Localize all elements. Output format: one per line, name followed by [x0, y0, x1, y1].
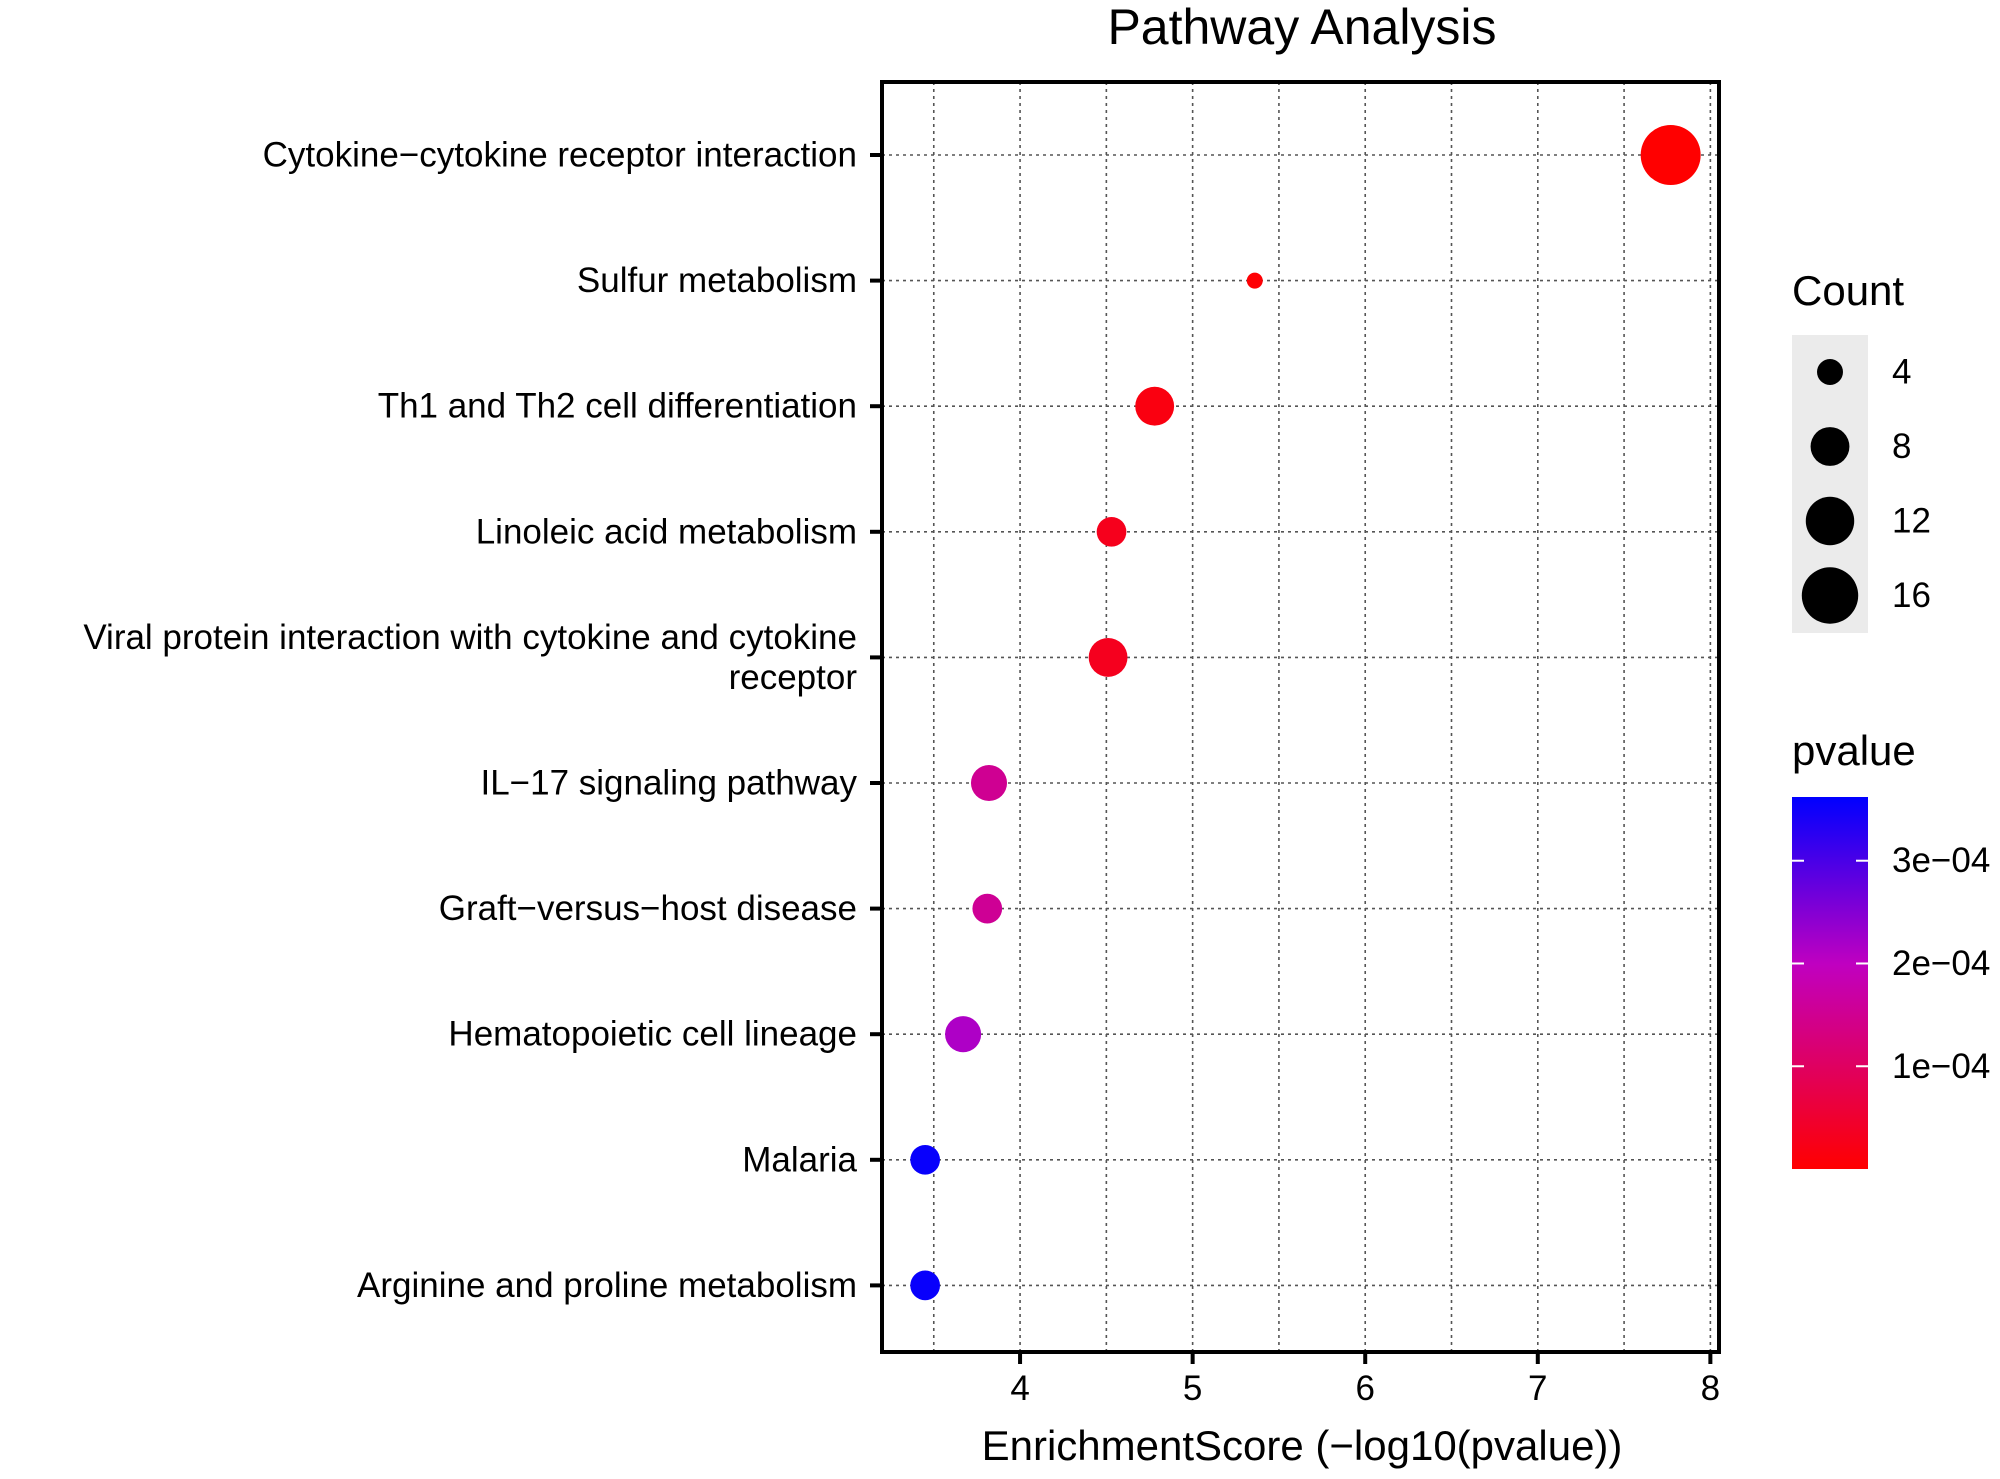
data-point	[970, 764, 1008, 802]
size-legend-dot	[1805, 496, 1855, 546]
data-point	[910, 1270, 941, 1301]
x-axis-ticks: 4 5 6 7 8	[1010, 1352, 1720, 1408]
y-axis-label: Sulfur metabolism	[577, 261, 857, 300]
size-legend-label: 16	[1892, 576, 1931, 615]
y-axis-label: Malaria	[742, 1140, 857, 1179]
plot-panel-border	[880, 80, 1721, 1354]
x-axis-tick-label: 7	[1528, 1369, 1547, 1408]
x-axis-title: EnrichmentScore (−log10(pvalue))	[982, 1422, 1623, 1469]
color-legend-bar	[1792, 797, 1868, 1169]
color-legend-ticks: 3e−04 2e−04 1e−04	[1792, 841, 1990, 1086]
size-legend-dot	[1801, 567, 1859, 624]
y-axis-label: Hematopoietic cell lineage	[448, 1015, 857, 1054]
color-legend-label: 1e−04	[1892, 1047, 1990, 1086]
y-axis-label: Arginine and proline metabolism	[357, 1266, 857, 1305]
size-legend-label: 12	[1892, 502, 1931, 541]
size-legend-label: 8	[1892, 427, 1911, 466]
data-points	[910, 125, 1701, 1301]
data-point	[1088, 637, 1128, 677]
color-legend-label: 3e−04	[1892, 841, 1990, 880]
color-legend-title: pvalue	[1792, 727, 1916, 774]
data-point	[945, 1016, 982, 1053]
color-legend-label: 2e−04	[1892, 944, 1990, 983]
size-legend-dot	[1817, 359, 1843, 385]
y-axis-label: Linoleic acid metabolism	[476, 512, 857, 551]
x-axis-tick-label: 5	[1183, 1369, 1202, 1408]
y-axis-labels: Cytokine−cytokine receptor interaction Su…	[83, 136, 882, 1305]
data-point	[1135, 386, 1175, 426]
size-legend-title: Count	[1792, 267, 1904, 314]
chart-title: Pathway Analysis	[1107, 0, 1496, 55]
y-axis-label: IL−17 signaling pathway	[480, 764, 857, 803]
x-axis-tick-label: 6	[1355, 1369, 1374, 1408]
y-axis-label: Viral protein interaction with cytokine …	[83, 618, 857, 657]
y-axis-label: Cytokine−cytokine receptor interaction	[263, 136, 857, 175]
x-axis-tick-label: 8	[1701, 1369, 1720, 1408]
data-point	[1640, 125, 1701, 185]
size-legend-label: 4	[1892, 353, 1911, 392]
x-axis-tick-label: 4	[1010, 1369, 1029, 1408]
size-legend: 4 8 12 16	[1801, 353, 1931, 624]
size-legend-dot	[1810, 427, 1850, 466]
y-axis-label: Th1 and Th2 cell differentiation	[378, 387, 857, 426]
grid-lines	[882, 82, 1719, 1352]
y-axis-label: Graft−versus−host disease	[439, 889, 857, 928]
y-axis-label: receptor	[729, 658, 858, 697]
data-point	[972, 893, 1003, 924]
data-point	[910, 1144, 941, 1175]
data-point	[1246, 272, 1263, 289]
data-point	[1096, 516, 1127, 547]
